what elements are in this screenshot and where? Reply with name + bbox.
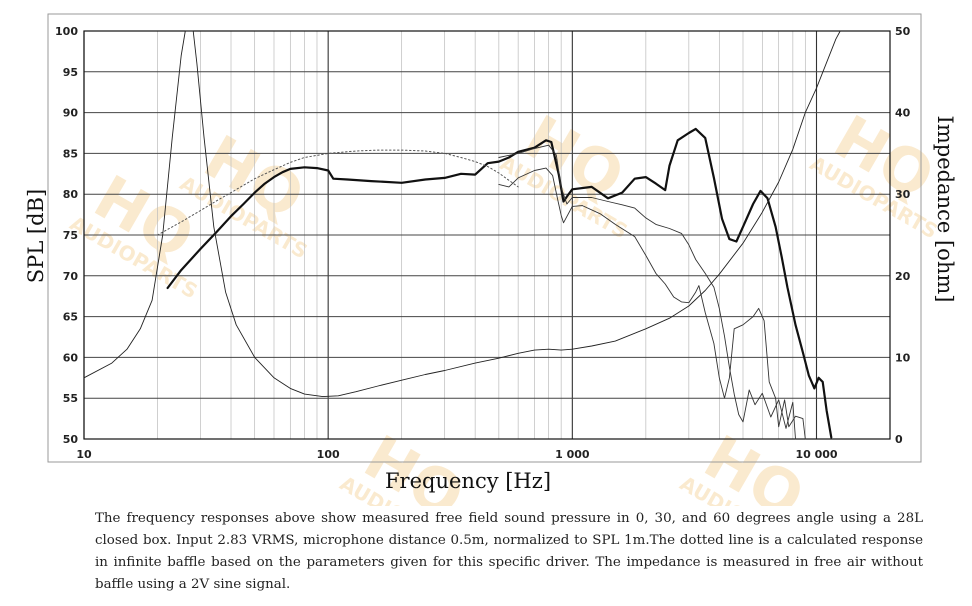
y-right-tick-label: 50	[895, 25, 911, 38]
x-tick-label: 10	[76, 448, 92, 461]
tick-labels: 50 55 60 65 70 75 80 85 90 95 100 0 10 20 30 40 50 10 100 1…	[55, 25, 911, 461]
y-left-tick-label: 60	[63, 351, 79, 364]
spl-curve-1	[498, 144, 796, 440]
y-left-tick-label: 50	[63, 433, 79, 446]
x-tick-label: 100	[317, 448, 340, 461]
chart-caption: The frequency responses above show measu…	[95, 511, 923, 592]
y-right-tick-label: 40	[895, 107, 911, 120]
y-left-tick-label: 100	[55, 25, 78, 38]
spl-curve-2	[498, 167, 806, 440]
y-left-tick-label: 75	[63, 229, 78, 242]
outer-frame	[47, 13, 922, 463]
plot-frame	[83, 30, 891, 440]
y-axis-left-title: SPL [dB]	[24, 189, 48, 283]
y-right-tick-label: 30	[895, 188, 911, 201]
x-tick-label: 10 000	[795, 448, 837, 461]
y-axis-right-title: Impedance [ohm]	[933, 116, 957, 303]
spl-curve-0	[166, 127, 833, 439]
y-left-tick-label: 85	[63, 147, 78, 160]
y-right-tick-label: 20	[895, 270, 911, 283]
calculated-response-line	[157, 149, 519, 236]
chart-series	[83, 30, 841, 440]
y-left-tick-label: 95	[63, 66, 78, 79]
y-left-tick-label: 55	[63, 392, 78, 405]
y-left-tick-label: 70	[63, 270, 79, 283]
x-axis-title: Frequency [Hz]	[385, 469, 551, 493]
y-right-tick-label: 0	[895, 433, 903, 446]
y-left-tick-label: 90	[63, 107, 79, 120]
y-right-tick-label: 10	[895, 351, 911, 364]
y-left-tick-label: 80	[63, 188, 79, 201]
y-left-tick-label: 65	[63, 311, 78, 324]
impedance-curve	[83, 30, 841, 398]
x-tick-label: 1 000	[555, 448, 590, 461]
